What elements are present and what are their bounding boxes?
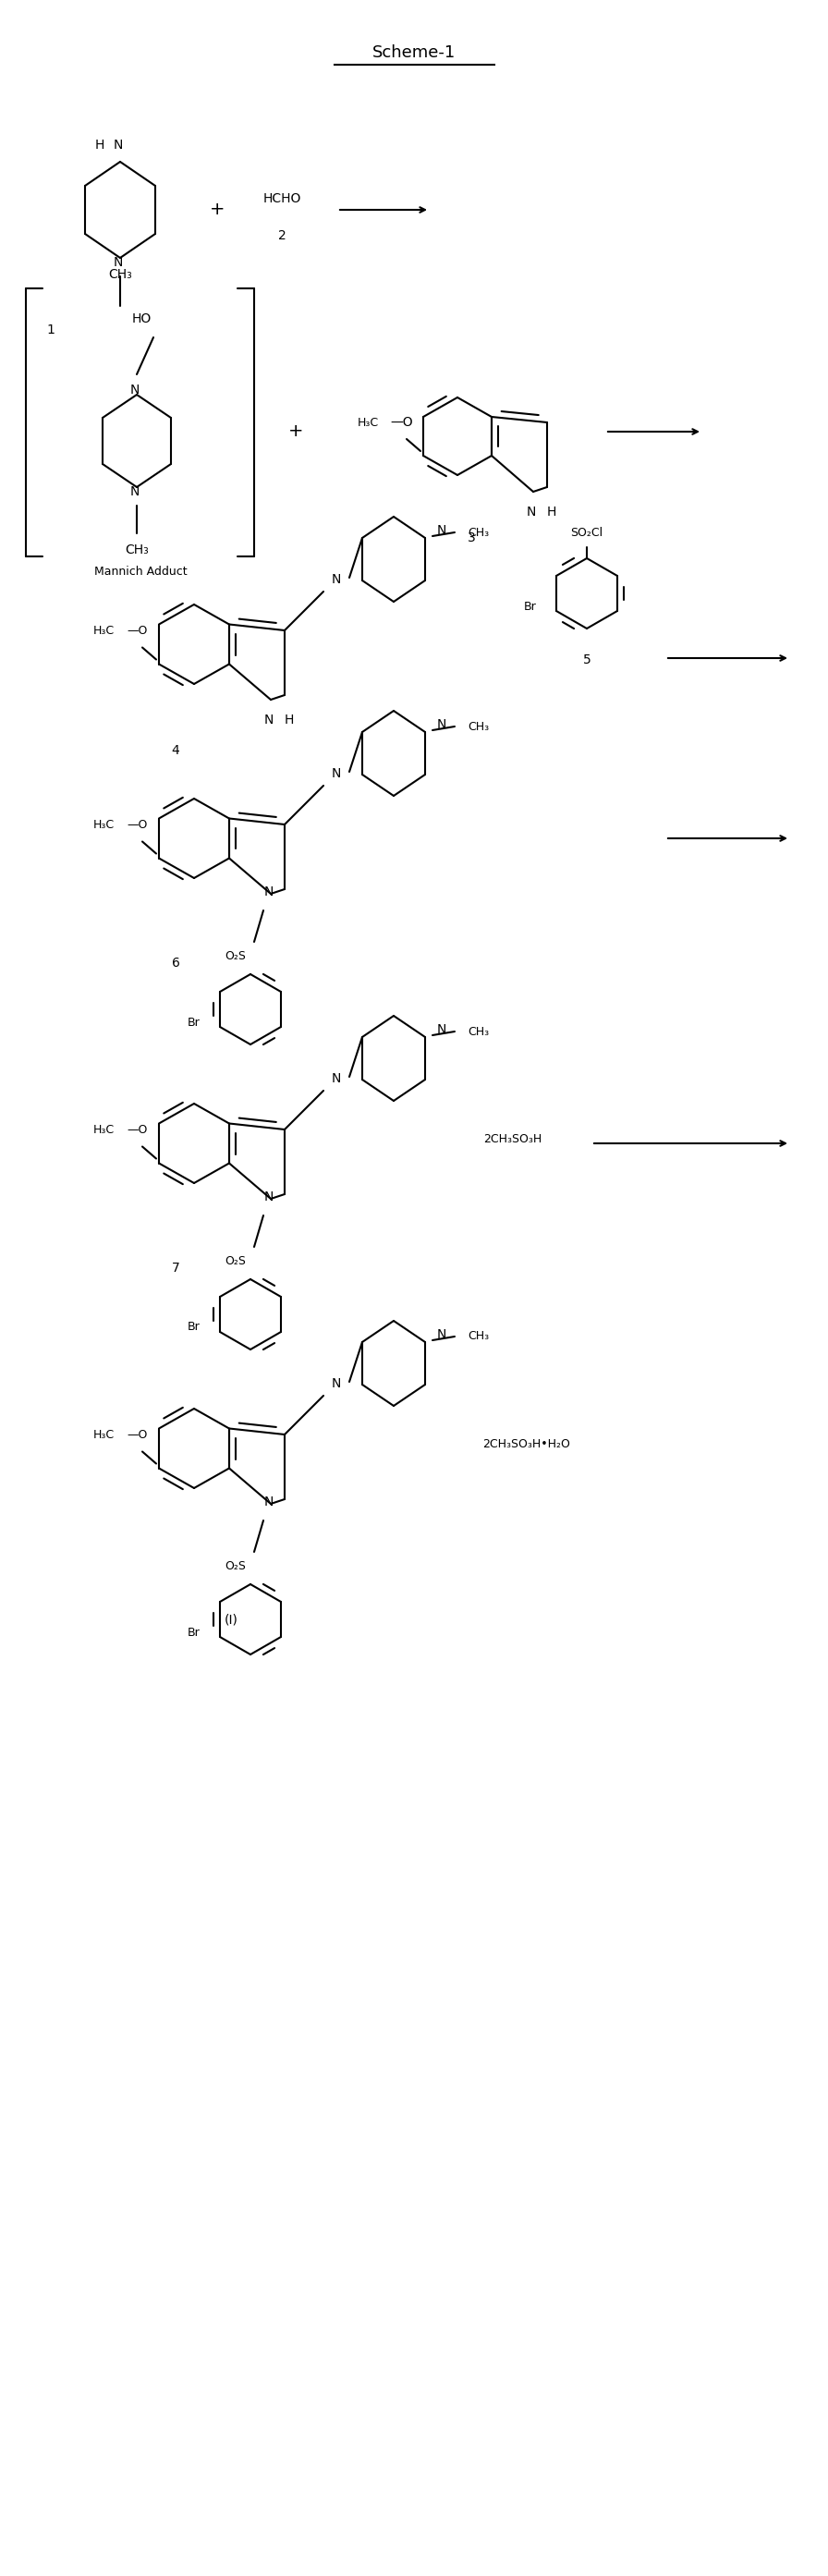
Text: H₃C: H₃C	[357, 417, 378, 428]
Text: N: N	[264, 714, 274, 726]
Text: N: N	[437, 1023, 446, 1036]
Text: N: N	[331, 768, 341, 781]
Text: O₂S: O₂S	[225, 1255, 246, 1267]
Text: —O: —O	[391, 415, 413, 428]
Text: —O: —O	[128, 1430, 148, 1440]
Text: —O: —O	[128, 1123, 148, 1136]
Text: H: H	[285, 714, 294, 726]
Text: N: N	[437, 1329, 446, 1342]
Text: H: H	[547, 505, 556, 518]
Text: N: N	[113, 139, 123, 152]
Text: O₂S: O₂S	[225, 1561, 246, 1574]
Text: CH₃: CH₃	[125, 544, 149, 556]
Text: 4: 4	[171, 744, 180, 757]
Text: N: N	[331, 572, 341, 585]
Text: N: N	[130, 484, 140, 497]
Text: Br: Br	[188, 1018, 200, 1028]
Text: N: N	[437, 719, 446, 732]
Text: CH₃: CH₃	[468, 1332, 489, 1342]
Text: H₃C: H₃C	[93, 626, 114, 636]
Text: N: N	[437, 523, 446, 536]
Text: 2CH₃SO₃H: 2CH₃SO₃H	[484, 1133, 542, 1144]
Text: 1: 1	[46, 325, 55, 337]
Text: H₃C: H₃C	[93, 1430, 114, 1440]
Text: 7: 7	[171, 1262, 180, 1275]
Text: N: N	[527, 505, 537, 518]
Text: Mannich Adduct: Mannich Adduct	[94, 567, 187, 577]
Text: Br: Br	[524, 600, 537, 613]
Text: H₃C: H₃C	[93, 819, 114, 832]
Text: N: N	[113, 255, 123, 268]
Text: —O: —O	[128, 819, 148, 832]
Text: (I): (I)	[224, 1613, 238, 1625]
Text: N: N	[264, 886, 274, 899]
Text: 6: 6	[171, 956, 180, 969]
Text: HCHO: HCHO	[262, 193, 301, 206]
Text: +: +	[288, 422, 303, 440]
Text: CH₃: CH₃	[468, 526, 489, 538]
Text: 5: 5	[583, 654, 591, 667]
Text: 3: 3	[467, 531, 475, 544]
Text: H₃C: H₃C	[93, 1123, 114, 1136]
Text: O₂S: O₂S	[225, 951, 246, 963]
Text: Br: Br	[188, 1321, 200, 1334]
Text: H: H	[95, 139, 104, 152]
Text: N: N	[331, 1378, 341, 1391]
Text: CH₃: CH₃	[468, 721, 489, 732]
Text: N: N	[331, 1072, 341, 1084]
Text: Scheme-1: Scheme-1	[373, 44, 455, 62]
Text: 2CH₃SO₃H•H₂O: 2CH₃SO₃H•H₂O	[483, 1437, 570, 1450]
Text: +: +	[209, 201, 224, 219]
Text: —O: —O	[128, 626, 148, 636]
Text: CH₃: CH₃	[468, 1025, 489, 1038]
Text: SO₂Cl: SO₂Cl	[570, 526, 603, 538]
Text: 2: 2	[278, 229, 286, 242]
Text: N: N	[264, 1190, 274, 1203]
Text: N: N	[264, 1497, 274, 1510]
Text: N: N	[130, 384, 140, 397]
Text: Br: Br	[188, 1625, 200, 1638]
Text: CH₃: CH₃	[108, 268, 132, 281]
Text: HO: HO	[132, 312, 152, 325]
